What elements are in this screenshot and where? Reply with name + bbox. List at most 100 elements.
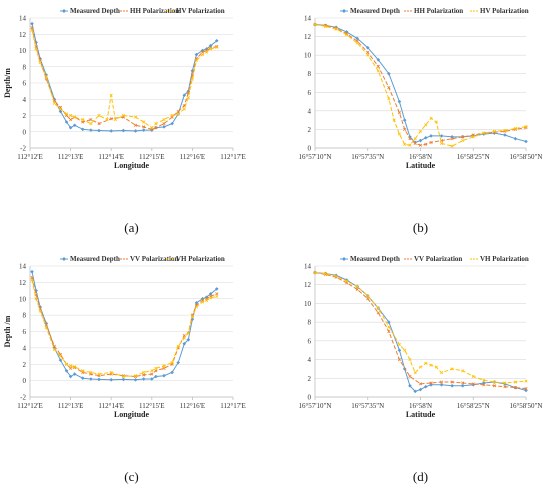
data-point: [492, 384, 496, 388]
data-point: [503, 385, 507, 389]
data-point: [30, 269, 34, 274]
data-point: [30, 26, 34, 30]
x-tick-label: 16°58'50"N: [510, 402, 543, 410]
data-point: [142, 120, 146, 124]
data-point: [323, 271, 328, 276]
chart-panel-4: 0 2 4 6 8 10 12 14 16°57'10"N 16°57'35"N 16°58'N 16…: [299, 255, 543, 484]
data-point: [418, 387, 423, 392]
data-point: [376, 306, 380, 310]
data-point: [365, 45, 370, 50]
legend-label: VH Polarization: [176, 255, 225, 263]
legend-marker: [62, 9, 66, 13]
y-tick-label: 2: [308, 126, 312, 134]
data-point: [471, 382, 475, 386]
data-point: [186, 337, 191, 342]
data-point: [109, 117, 113, 121]
data-point: [52, 97, 57, 102]
data-point: [150, 369, 154, 373]
data-point: [387, 71, 391, 76]
data-point: [439, 383, 444, 387]
data-point: [69, 117, 73, 122]
data-point: [413, 389, 418, 394]
data-point: [418, 382, 423, 386]
data-point: [113, 117, 117, 122]
data-point: [440, 380, 444, 384]
data-point: [73, 365, 77, 370]
data-point: [200, 52, 205, 57]
series-line: [314, 24, 527, 147]
series-line: [31, 30, 217, 129]
data-point: [186, 96, 190, 100]
legend-marker: [342, 9, 346, 13]
data-point: [109, 370, 113, 375]
y-tick-label: 6: [23, 328, 27, 336]
data-point: [150, 126, 154, 130]
data-point: [366, 297, 370, 301]
data-point: [109, 378, 113, 382]
y-tick-label: 4: [308, 107, 312, 115]
data-point: [429, 383, 433, 387]
data-point: [58, 358, 63, 362]
data-point: [69, 366, 73, 370]
x-tick-label: 16°57'10"N: [299, 402, 332, 410]
data-point: [397, 132, 401, 136]
legend-label: Measured Depth: [70, 255, 120, 263]
y-tick-label: 14: [304, 15, 312, 23]
y-tick-label: 2: [308, 375, 312, 383]
data-point: [450, 144, 454, 148]
data-point: [89, 128, 93, 132]
data-point: [72, 123, 77, 128]
data-point: [133, 129, 138, 133]
data-point: [64, 112, 69, 116]
data-point: [30, 275, 34, 280]
data-point: [204, 295, 209, 299]
data-point: [387, 86, 391, 90]
data-point: [423, 135, 428, 140]
data-point: [182, 341, 187, 346]
data-point: [413, 137, 417, 141]
data-point: [418, 143, 423, 147]
data-point: [482, 378, 486, 382]
data-point: [482, 383, 486, 387]
data-point: [403, 348, 407, 352]
data-point: [450, 137, 454, 141]
data-point: [109, 129, 113, 133]
y-tick-label: 8: [308, 70, 312, 78]
data-point: [366, 53, 370, 57]
data-point: [355, 287, 359, 291]
data-point: [313, 270, 317, 275]
data-point: [482, 132, 486, 136]
data-point: [205, 50, 209, 54]
y-tick-label: 12: [19, 31, 27, 39]
data-point: [105, 117, 109, 122]
legend-entry: Measured Depth: [60, 7, 120, 15]
data-point: [345, 279, 349, 283]
y-axis-label: Depth/m: [3, 68, 12, 98]
data-point: [460, 383, 465, 388]
data-point: [461, 369, 465, 373]
data-point: [471, 374, 475, 378]
data-point: [408, 143, 412, 147]
data-point: [204, 47, 209, 51]
data-point: [154, 366, 158, 370]
data-point: [376, 311, 380, 315]
x-tick-label: 112°16'E: [180, 402, 206, 410]
data-point: [97, 372, 101, 376]
data-point: [387, 97, 391, 101]
series-3: [30, 278, 219, 379]
data-point: [323, 24, 328, 28]
data-point: [524, 386, 528, 391]
data-point: [200, 50, 205, 54]
data-point: [215, 294, 219, 298]
x-axis-label: Longitude: [114, 161, 150, 170]
data-point: [182, 336, 186, 340]
legend-entry: Measured Depth: [340, 255, 400, 263]
data-point: [200, 300, 205, 304]
data-point: [170, 113, 174, 118]
data-point: [397, 99, 402, 104]
data-point: [429, 134, 433, 138]
series-line: [31, 271, 218, 381]
data-point: [397, 348, 402, 353]
data-point: [429, 381, 433, 385]
data-point: [503, 381, 507, 385]
